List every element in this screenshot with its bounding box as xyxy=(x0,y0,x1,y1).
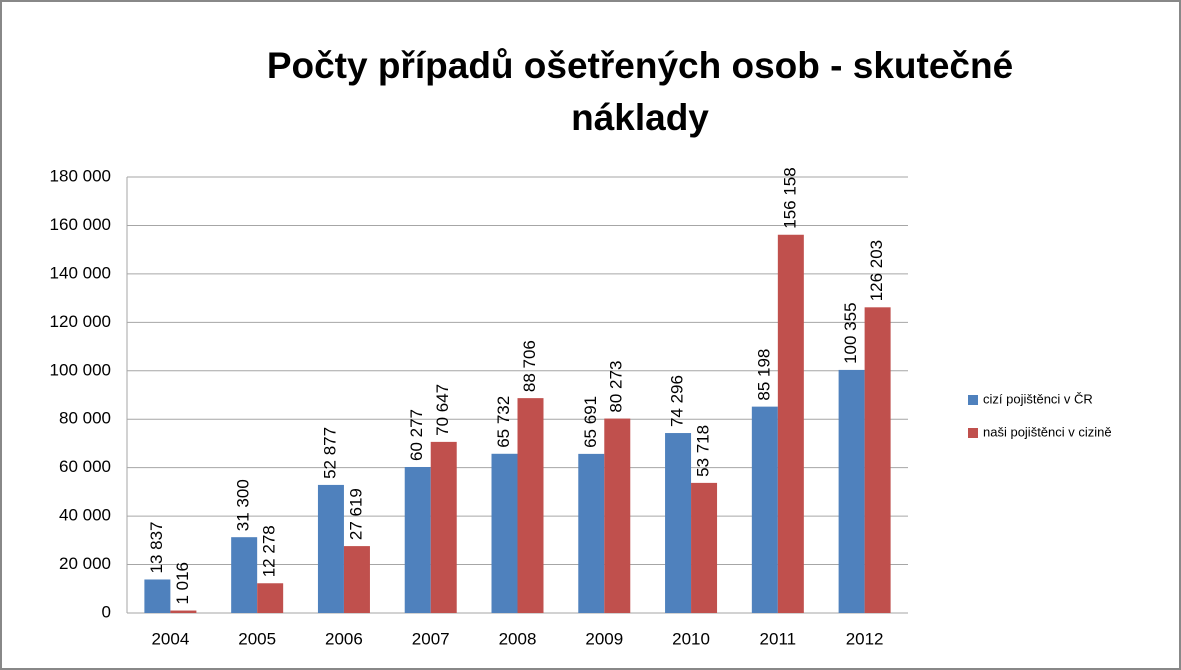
bar xyxy=(317,484,344,613)
y-tick-label: 80 000 xyxy=(59,409,111,428)
bar xyxy=(257,583,284,613)
bar xyxy=(864,307,891,613)
data-label: 27 619 xyxy=(346,488,365,540)
data-label: 65 691 xyxy=(581,396,600,448)
data-label: 53 718 xyxy=(694,425,713,477)
data-label: 85 198 xyxy=(754,349,773,401)
y-tick-label: 0 xyxy=(102,602,111,621)
bar xyxy=(491,453,518,613)
data-label: 126 203 xyxy=(867,240,886,301)
y-tick-label: 60 000 xyxy=(59,457,111,476)
legend-swatch xyxy=(968,428,978,438)
legend-label: naši pojištěnci v cizině xyxy=(983,424,1112,439)
data-label: 156 158 xyxy=(780,167,799,228)
data-label: 74 296 xyxy=(668,375,687,427)
data-label: 70 647 xyxy=(433,384,452,436)
x-tick-label: 2007 xyxy=(412,629,450,648)
legend-swatch xyxy=(968,395,978,405)
bar xyxy=(604,418,631,613)
bar xyxy=(517,398,544,613)
bar xyxy=(144,579,171,613)
y-tick-label: 20 000 xyxy=(59,554,111,573)
y-tick-label: 40 000 xyxy=(59,506,111,525)
bar xyxy=(838,369,865,613)
x-tick-label: 2008 xyxy=(499,629,537,648)
data-label: 52 877 xyxy=(320,427,339,479)
data-label: 60 277 xyxy=(407,409,426,461)
data-label: 31 300 xyxy=(234,479,253,531)
bar xyxy=(343,546,370,613)
data-label: 88 706 xyxy=(520,340,539,392)
x-tick-label: 2006 xyxy=(325,629,363,648)
bar xyxy=(665,433,692,613)
bar xyxy=(231,537,258,613)
bar xyxy=(430,441,457,613)
legend-label: cizí pojištěnci v ČR xyxy=(983,391,1093,406)
data-label: 80 273 xyxy=(607,361,626,413)
y-tick-label: 160 000 xyxy=(50,215,111,234)
bar xyxy=(578,453,605,613)
chart-title: Počty případů ošetřených osob - skutečné… xyxy=(266,45,1014,138)
x-tick-label: 2005 xyxy=(238,629,276,648)
x-tick-label: 2010 xyxy=(672,629,710,648)
bar xyxy=(751,406,778,613)
y-tick-label: 120 000 xyxy=(50,312,111,331)
x-tick-label: 2009 xyxy=(585,629,623,648)
data-label: 100 355 xyxy=(841,302,860,363)
x-tick-label: 2004 xyxy=(151,629,189,648)
bar xyxy=(691,482,718,613)
bar xyxy=(170,610,197,613)
y-tick-label: 140 000 xyxy=(50,263,111,282)
data-label: 1 016 xyxy=(173,562,192,605)
data-label: 13 837 xyxy=(147,521,166,573)
data-label: 65 732 xyxy=(494,396,513,448)
x-tick-label: 2011 xyxy=(760,629,797,648)
x-tick-label: 2012 xyxy=(846,629,884,648)
data-label: 12 278 xyxy=(260,525,279,577)
y-tick-label: 100 000 xyxy=(50,360,111,379)
y-tick-label: 180 000 xyxy=(50,166,111,185)
bar xyxy=(404,466,431,613)
bar xyxy=(777,234,804,614)
